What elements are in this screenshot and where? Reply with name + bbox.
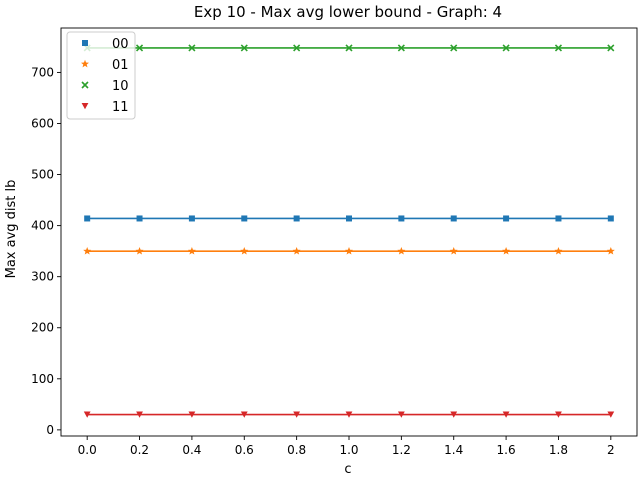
y-tick-label: 500: [31, 168, 54, 182]
series-00: [84, 215, 614, 222]
marker-star: [449, 246, 458, 255]
marker-square: [398, 215, 405, 222]
marker-x: [81, 81, 89, 89]
x-tick-label: 0.0: [78, 443, 97, 457]
marker-x: [345, 44, 353, 52]
marker-star: [135, 246, 144, 255]
axes-frame: [60, 27, 638, 437]
marker-square: [555, 215, 562, 222]
marker-triangle-down: [607, 411, 615, 418]
marker-star: [606, 246, 615, 255]
plot-area: [83, 44, 615, 418]
marker-triangle-down: [502, 411, 510, 418]
marker-square: [84, 215, 91, 222]
legend-label: 10: [112, 79, 129, 94]
axes: 0.0 0.2 0.4 0.6 0.8 1.0 1.2 1.4 1.6 1.8 2010020030…: [31, 27, 638, 457]
x-tick-label: 0.6: [235, 443, 254, 457]
marker-x: [502, 44, 510, 52]
legend-label: 00: [112, 37, 129, 52]
marker-star: [187, 246, 196, 255]
marker-triangle-down: [81, 103, 89, 110]
marker-triangle-down: [397, 411, 405, 418]
legend-item-00: 00: [82, 37, 129, 52]
y-tick-label: 300: [31, 270, 54, 284]
y-tick-label: 0: [46, 423, 54, 437]
marker-triangle-down: [555, 411, 562, 418]
x-tick-label: 0.4: [182, 443, 201, 457]
legend-label: 11: [112, 100, 129, 115]
legend-box: [66, 31, 136, 120]
marker-star: [554, 246, 563, 255]
x-tick-label: 2: [607, 443, 615, 457]
y-tick-label: 200: [31, 321, 54, 335]
marker-square: [503, 215, 510, 222]
y-tick-label: 100: [31, 372, 54, 386]
marker-x: [240, 44, 248, 52]
marker-triangle-down: [293, 411, 301, 418]
marker-square: [241, 215, 248, 222]
marker-triangle-down: [83, 411, 91, 418]
marker-star: [83, 246, 92, 255]
legend: 00 01 10 11: [66, 31, 136, 120]
marker-square: [450, 215, 457, 222]
x-tick-label: 0.8: [287, 443, 306, 457]
marker-x: [188, 44, 196, 52]
x-axis-label: c: [344, 462, 351, 477]
marker-star: [240, 246, 249, 255]
marker-star: [345, 246, 353, 255]
marker-square: [136, 215, 143, 222]
marker-square: [607, 215, 614, 222]
marker-square: [293, 215, 300, 222]
marker-triangle-down: [450, 411, 458, 418]
marker-square: [82, 40, 88, 46]
marker-triangle-down: [240, 411, 248, 418]
marker-x: [554, 44, 563, 52]
x-tick-label: 1.6: [497, 443, 516, 457]
marker-square: [188, 215, 195, 222]
x-tick-label: 1.4: [444, 443, 463, 457]
legend-label: 01: [112, 58, 129, 73]
marker-triangle-down: [188, 411, 196, 418]
marker-star: [292, 246, 301, 255]
marker-x: [397, 44, 405, 52]
marker-star: [81, 59, 89, 68]
y-tick-label: 400: [31, 219, 54, 233]
series-10: [83, 44, 615, 52]
marker-x: [607, 44, 615, 52]
marker-square: [346, 215, 352, 222]
series-01: [83, 246, 615, 255]
marker-triangle-down: [136, 411, 143, 418]
legend-item-10: 10: [81, 79, 129, 94]
y-tick-label: 600: [31, 116, 54, 130]
series-11: [83, 411, 615, 418]
marker-star: [397, 246, 406, 255]
x-tick-label: 0.2: [130, 443, 149, 457]
marker-triangle-down: [345, 411, 353, 418]
marker-star: [502, 246, 511, 255]
x-tick-label: 1.8: [549, 443, 568, 457]
marker-x: [450, 44, 458, 52]
chart-title: Exp 10 - Max avg lower bound - Graph: 4: [194, 3, 502, 21]
marker-x: [135, 44, 144, 52]
legend-item-11: 11: [81, 100, 129, 115]
marker-x: [293, 44, 301, 52]
x-tick-label: 1.2: [392, 443, 411, 457]
x-tick-label: 1.0: [339, 443, 358, 457]
legend-item-01: 01: [81, 58, 129, 73]
y-axis-label: Max avg dist lb: [4, 180, 19, 279]
y-tick-label: 700: [31, 65, 54, 79]
